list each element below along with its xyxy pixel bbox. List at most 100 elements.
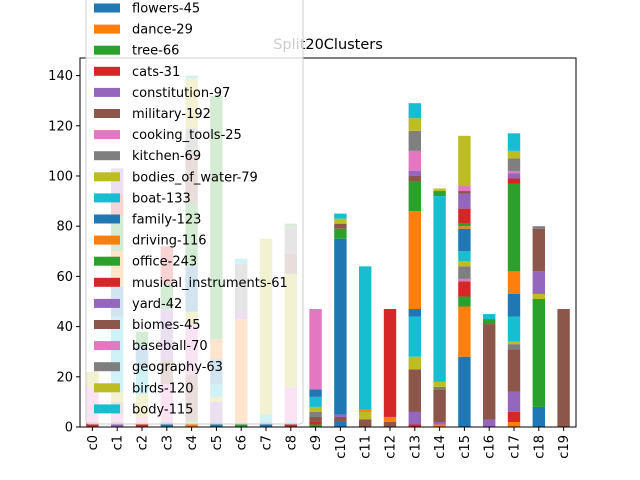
x-tick-label: c15 xyxy=(458,435,473,459)
bar-segment-c9-7 xyxy=(309,309,322,390)
bar-segment-c17-11 xyxy=(507,173,521,179)
x-tick-label: c19 xyxy=(557,435,572,459)
bar-segment-c14-2 xyxy=(433,389,446,422)
x-tick-label: c17 xyxy=(508,435,523,459)
bar-segment-c15-7 xyxy=(458,251,471,262)
bar-segment-c11-2 xyxy=(359,409,372,412)
bar-segment-c18-4 xyxy=(532,228,545,272)
bar-segment-c9-4 xyxy=(309,406,322,412)
x-tick-label: c5 xyxy=(210,435,225,450)
legend-swatch xyxy=(94,404,120,414)
x-tick-label: c1 xyxy=(111,435,126,450)
bar-segment-c12-0 xyxy=(383,421,397,427)
legend-swatch xyxy=(94,193,120,203)
bar-segment-c9-6 xyxy=(309,389,322,397)
bar-segment-c11-3 xyxy=(359,266,372,410)
legend-label: musical_instruments-61 xyxy=(132,276,288,291)
legend-box xyxy=(85,0,304,425)
legend-swatch xyxy=(94,214,120,224)
bar-segment-c15-2 xyxy=(458,296,471,307)
bar-segment-c15-0 xyxy=(458,356,471,427)
legend-label: constitution-97 xyxy=(132,86,230,101)
bar-segment-c15-9 xyxy=(458,226,471,229)
legend-label: yard-42 xyxy=(132,297,182,312)
legend-label: bodies_of_water-79 xyxy=(132,170,258,185)
x-tick-label: c13 xyxy=(408,435,423,459)
x-tick-label: c3 xyxy=(160,435,175,450)
bar-segment-c13-1 xyxy=(408,411,421,425)
bar-segment-c15-5 xyxy=(458,266,471,279)
bar-segment-c13-6 xyxy=(408,211,421,310)
y-tick-label: 80 xyxy=(56,220,73,235)
bar-segment-c10-6 xyxy=(334,218,347,224)
bar-segment-c13-10 xyxy=(408,150,421,171)
bar-segment-c15-13 xyxy=(458,191,471,194)
legend-label: geography-63 xyxy=(132,360,223,375)
x-tick-label: c12 xyxy=(384,435,399,459)
x-tick-label: c10 xyxy=(334,435,349,459)
bar-segment-c16-3 xyxy=(483,314,496,320)
x-tick-label: c9 xyxy=(309,435,324,450)
bar-segment-c13-11 xyxy=(408,130,421,151)
legend-label: baseball-70 xyxy=(132,339,208,354)
legend-label: family-123 xyxy=(132,213,201,228)
bar-segment-c9-2 xyxy=(309,416,322,422)
legend-swatch xyxy=(94,3,120,13)
bar-segment-c18-5 xyxy=(532,226,545,229)
y-tick-label: 120 xyxy=(48,119,73,134)
bar-segment-c16-2 xyxy=(483,319,496,325)
bar-segment-c15-15 xyxy=(458,135,471,187)
legend-label: boat-133 xyxy=(132,191,191,206)
bar-segment-c17-7 xyxy=(507,293,521,317)
legend-swatch xyxy=(94,109,120,118)
bar-segment-c13-2 xyxy=(408,369,421,412)
bar-segment-c17-9 xyxy=(507,183,521,272)
legend-label: body-115 xyxy=(132,402,193,417)
bar-segment-c2-0 xyxy=(135,424,149,427)
legend-swatch xyxy=(94,383,120,393)
bar-segment-c9-5 xyxy=(309,396,322,407)
legend-swatch xyxy=(94,24,120,34)
legend-label: biomes-45 xyxy=(132,318,201,333)
bar-segment-c18-3 xyxy=(532,271,545,294)
bar-segment-c13-3 xyxy=(408,356,421,370)
bar-segment-c17-15 xyxy=(507,133,521,151)
bar-segment-c14-6 xyxy=(433,191,446,197)
bar-segment-c15-3 xyxy=(458,281,471,297)
bar-segment-c9-0 xyxy=(309,424,322,427)
bar-segment-c9-1 xyxy=(309,421,322,425)
bar-segment-c13-12 xyxy=(408,118,421,131)
legend-swatch xyxy=(94,87,120,97)
bar-segment-c15-8 xyxy=(458,228,471,252)
x-tick-label: c14 xyxy=(433,435,448,459)
bar-segment-c13-5 xyxy=(408,309,421,317)
legend-swatch xyxy=(94,66,120,76)
bar-segment-c17-14 xyxy=(507,150,521,159)
bar-segment-c14-0 xyxy=(433,424,446,427)
bar-segment-c17-2 xyxy=(507,391,521,412)
bar-segment-c17-1 xyxy=(507,411,521,422)
bar-segment-c15-14 xyxy=(458,186,471,192)
bar-segment-c17-0 xyxy=(507,421,521,427)
bar-segment-c14-1 xyxy=(433,421,446,425)
x-tick-label: c6 xyxy=(235,435,250,450)
legend-swatch xyxy=(94,362,120,372)
bar-segment-c10-1 xyxy=(334,416,347,422)
bar-segment-c10-4 xyxy=(334,228,347,239)
bar-segment-c13-7 xyxy=(408,181,421,212)
bar-segment-c17-3 xyxy=(507,349,521,392)
bar-segment-c18-2 xyxy=(532,293,545,299)
x-tick-label: c2 xyxy=(136,435,151,450)
x-tick-label: c16 xyxy=(483,435,498,459)
y-tick-label: 20 xyxy=(56,370,73,385)
legend-swatch xyxy=(94,320,120,329)
bar-segment-c1-0 xyxy=(111,424,124,427)
bar-segment-c17-12 xyxy=(507,170,521,174)
x-tick-label: c4 xyxy=(185,435,200,450)
bar-segment-c11-0 xyxy=(359,419,372,427)
legend-swatch xyxy=(94,256,120,266)
bar-segment-c16-1 xyxy=(483,324,496,420)
legend-label: tree-66 xyxy=(132,44,179,59)
bar-segment-c9-3 xyxy=(309,411,322,417)
bar-segment-c8-0 xyxy=(284,424,297,427)
